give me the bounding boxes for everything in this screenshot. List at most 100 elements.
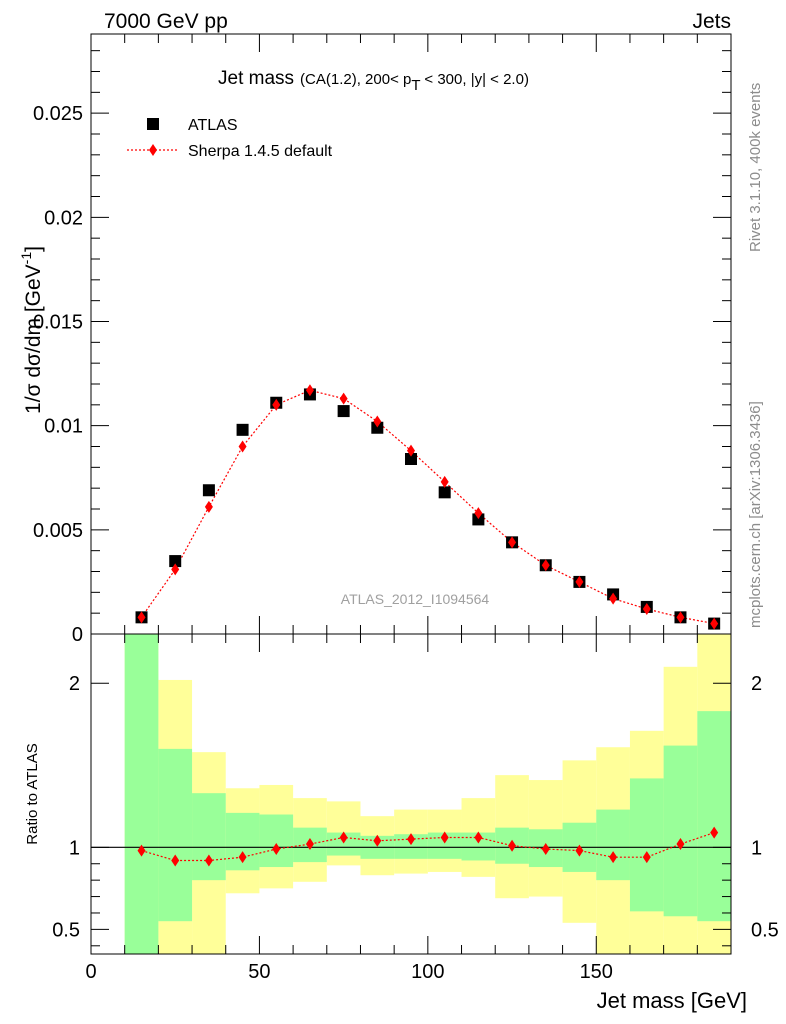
ratio-point bbox=[474, 831, 483, 844]
chart-subtitle-post: < 300, |y| < 2.0) bbox=[420, 71, 529, 88]
ratio-point bbox=[541, 842, 550, 855]
energy-label: 7000 GeV pp bbox=[104, 10, 228, 33]
atlas-data-point bbox=[202, 484, 215, 497]
ratio-point bbox=[575, 844, 584, 857]
x-tick-label: 0 bbox=[85, 961, 96, 983]
y-tick-label: 0.015 bbox=[33, 312, 83, 334]
chart-subtitle-sub: T bbox=[411, 77, 420, 94]
x-tick-label: 50 bbox=[248, 961, 270, 983]
sherpa-mc-point bbox=[710, 617, 719, 630]
x-tick-labels: 0 50 100 150 bbox=[85, 961, 613, 983]
legend-atlas-label: ATLAS bbox=[188, 117, 238, 134]
sherpa-mc-point bbox=[676, 611, 685, 624]
legend-sherpa-marker bbox=[149, 144, 157, 156]
green-band-bin bbox=[629, 778, 664, 912]
green-band-bin bbox=[124, 634, 159, 954]
sherpa-mc-point bbox=[575, 575, 584, 588]
atlas-data-point bbox=[472, 513, 485, 526]
ratio-frame bbox=[90, 633, 732, 955]
ratio-point bbox=[642, 851, 651, 864]
ratio-points bbox=[137, 826, 719, 867]
mc-points bbox=[137, 384, 719, 630]
ratio-point bbox=[609, 851, 618, 864]
chart-subtitle-pre: (CA(1.2), 200< p bbox=[300, 71, 411, 88]
y-axis-label-tail: ] bbox=[22, 246, 45, 252]
sherpa-mc-point bbox=[407, 444, 415, 457]
sherpa-mc-point bbox=[137, 611, 146, 624]
ratio-point bbox=[272, 842, 281, 855]
ratio-point bbox=[171, 854, 180, 867]
sherpa-mc-point bbox=[508, 536, 517, 549]
main-ticks bbox=[90, 34, 732, 635]
ratio-point bbox=[440, 831, 449, 844]
atlas-data-point bbox=[438, 486, 451, 499]
ratio-tick-label-left: 2 bbox=[69, 673, 80, 695]
legend-atlas-marker bbox=[147, 118, 159, 130]
main-frame bbox=[90, 33, 732, 635]
green-band-bin bbox=[192, 793, 226, 881]
sherpa-mc-point bbox=[204, 500, 213, 513]
y-tick-label: 0.025 bbox=[33, 103, 83, 125]
legend-sherpa-label: Sherpa 1.4.5 default bbox=[188, 143, 333, 160]
main-panel: ATLAS_2012_I1094564 00.0050.010.0150.020… bbox=[18, 33, 732, 646]
sherpa-mc-point bbox=[541, 559, 550, 572]
atlas-data-point bbox=[169, 555, 182, 568]
sherpa-mc-point bbox=[642, 603, 651, 615]
sherpa-mc-point bbox=[305, 384, 314, 397]
green-band-bin bbox=[596, 809, 630, 881]
y-axis-label-sup: -1 bbox=[18, 252, 34, 265]
sherpa-mc-point bbox=[609, 592, 618, 605]
ratio-tick-label-right: 2 bbox=[751, 673, 762, 695]
y-tick-label: 0.01 bbox=[44, 416, 83, 438]
mc-curve bbox=[141, 389, 715, 625]
sherpa-mc-point bbox=[339, 392, 348, 405]
ratio-axis-label: Ratio to ATLAS bbox=[24, 743, 41, 844]
green-uncertainty-band bbox=[124, 634, 731, 954]
ratio-point bbox=[508, 839, 517, 852]
y-axis-label: 1/σ dσ/dm [GeV-1] bbox=[18, 246, 45, 414]
ratio-point bbox=[204, 854, 213, 867]
x-axis-label: Jet mass [GeV] bbox=[597, 988, 747, 1013]
ratio-curve bbox=[141, 832, 715, 862]
ratio-point bbox=[305, 838, 314, 851]
x-tick-label: 100 bbox=[411, 961, 444, 983]
atlas-data-point bbox=[371, 421, 384, 434]
chart-title-group: Jet mass (CA(1.2), 200< pT < 300, |y| < 2… bbox=[218, 68, 529, 94]
rivet-label: Rivet 3.1.10, 400k events bbox=[747, 83, 764, 252]
y-tick-label: 0.005 bbox=[33, 520, 83, 542]
ratio-point bbox=[238, 851, 247, 864]
ratio-point bbox=[137, 844, 146, 857]
green-band-bin bbox=[697, 711, 731, 922]
ratio-point bbox=[676, 838, 685, 851]
atlas-data-point bbox=[337, 405, 350, 418]
sherpa-mc-point bbox=[474, 507, 483, 520]
green-band-bin bbox=[663, 745, 698, 917]
green-band-bin bbox=[259, 814, 294, 868]
sherpa-mc-point bbox=[440, 475, 449, 488]
green-band-bin bbox=[326, 832, 361, 856]
ratio-ticks bbox=[90, 634, 732, 954]
ratio-tick-label-left: 0.5 bbox=[52, 919, 80, 941]
ratio-point bbox=[407, 833, 415, 846]
ratio-tick-label-right: 1 bbox=[751, 837, 762, 859]
green-band-bin bbox=[158, 748, 193, 922]
ratio-panel: 0.5 0.5 1 1 2 2 0 50 100 150 Ratio to ATLAS Jet … bbox=[24, 633, 779, 1013]
jets-label: Jets bbox=[692, 10, 731, 33]
ratio-point bbox=[339, 831, 348, 844]
atlas-data-point bbox=[236, 423, 249, 436]
y-tick-label: 0 bbox=[72, 624, 83, 646]
mcplots-label: mcplots.cern.ch [arXiv:1306.3436] bbox=[747, 401, 764, 628]
ratio-tick-labels: 0.5 0.5 1 1 2 2 bbox=[52, 673, 779, 941]
sherpa-mc-point bbox=[373, 415, 382, 428]
analysis-watermark: ATLAS_2012_I1094564 bbox=[341, 591, 490, 607]
chart-title: Jet mass bbox=[218, 68, 294, 89]
sherpa-mc-point bbox=[272, 398, 281, 411]
y-tick-label: 0.02 bbox=[44, 207, 83, 229]
ratio-tick-label-left: 1 bbox=[69, 837, 80, 859]
sherpa-mc-point bbox=[171, 563, 180, 576]
x-tick-label: 150 bbox=[580, 961, 613, 983]
atlas-data-point bbox=[405, 453, 417, 465]
y-tick-labels: 0 0.005 0.01 0.015 0.02 0.025 bbox=[33, 103, 83, 646]
ratio-point bbox=[373, 834, 382, 847]
